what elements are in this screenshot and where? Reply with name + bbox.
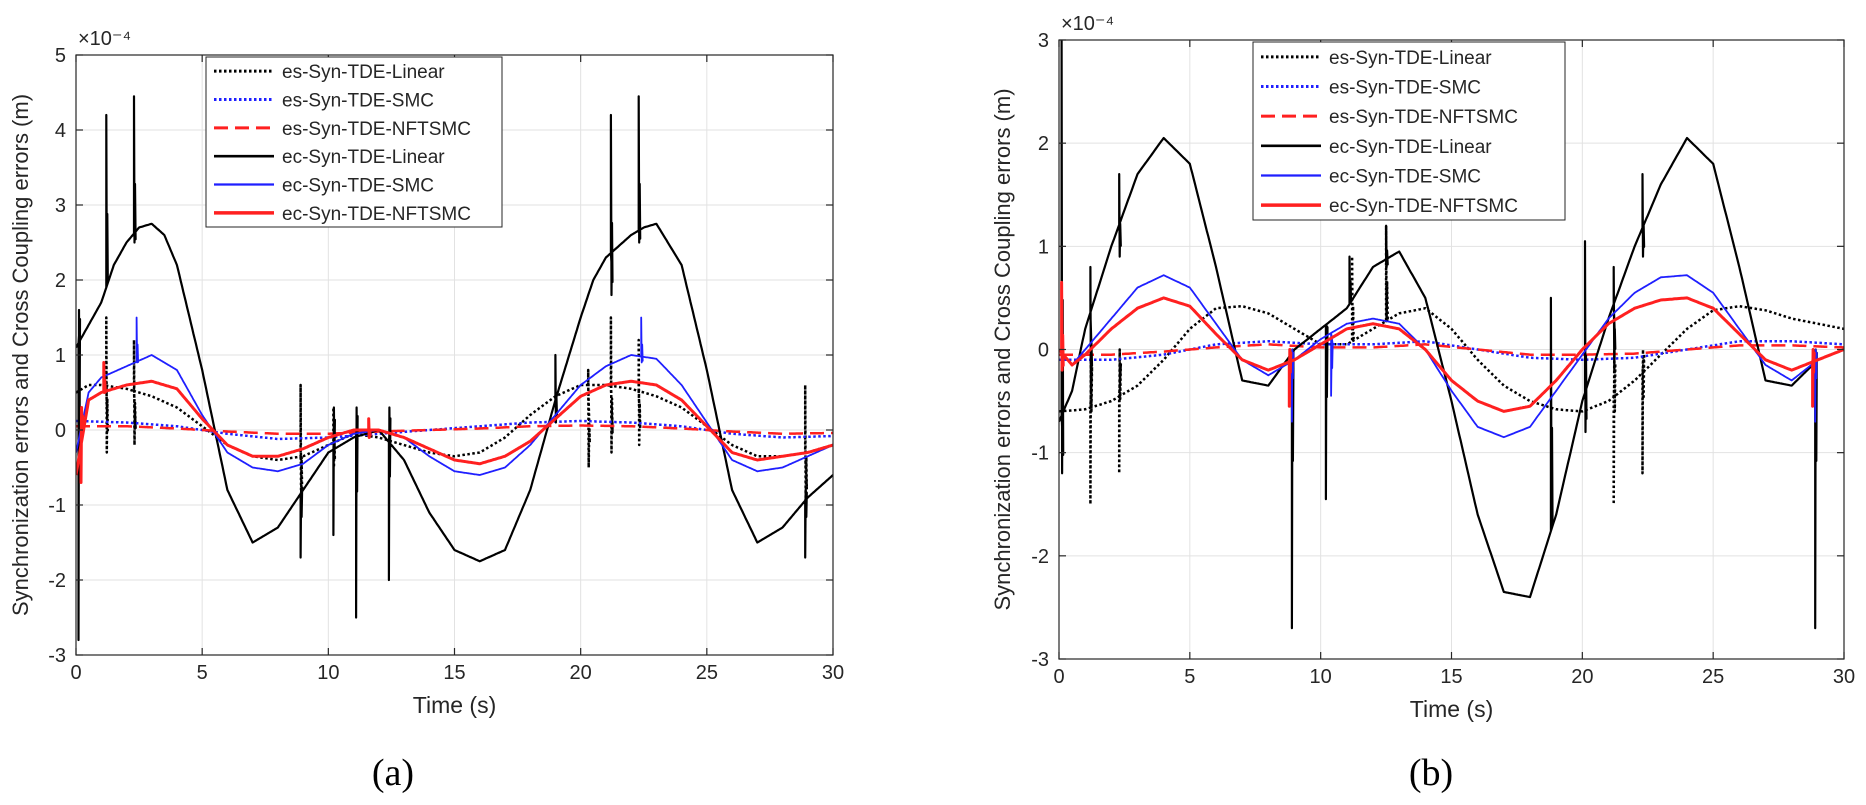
legend-entry: ec-Syn-TDE-SMC: [282, 176, 434, 197]
panel-label-b: (b): [1409, 752, 1453, 794]
legend-entry: es-Syn-TDE-Linear: [282, 62, 445, 83]
series-group: [76, 95, 833, 642]
y-tick-label: 0: [1038, 340, 1049, 362]
y-tick-label: -1: [1031, 443, 1049, 465]
legend-entry: ec-Syn-TDE-SMC: [1329, 167, 1481, 188]
x-tick-label: 10: [317, 662, 339, 684]
y-tick-label: 1: [1038, 236, 1049, 258]
y-tick-label: 3: [55, 195, 66, 217]
y-axis-label: Synchronization errors and Cross Couplin…: [8, 94, 33, 616]
x-tick-label: 15: [1440, 666, 1462, 688]
y-tick-label: 2: [55, 270, 66, 292]
legend-entry: ec-Syn-TDE-NFTSMC: [282, 204, 471, 225]
series-group: [1059, 40, 1844, 630]
legend-entry: es-Syn-TDE-NFTSMC: [282, 119, 471, 140]
x-tick-label: 0: [70, 662, 81, 684]
y-tick-label: 4: [55, 120, 66, 142]
x-tick-label: 15: [443, 662, 465, 684]
legend-entry: es-Syn-TDE-SMC: [282, 91, 434, 112]
legend-entry: ec-Syn-TDE-NFTSMC: [1329, 196, 1518, 217]
exponent-label: ×10⁻⁴: [1061, 13, 1114, 35]
x-tick-label: 5: [1184, 666, 1195, 688]
chart-panel-a: 0 5 10 15 20 25 30 -3 -2 -1 0 1 2 3 4 5 ×10⁻⁴ Time (s) Syn…: [8, 28, 844, 718]
legend-entry: es-Syn-TDE-NFTSMC: [1329, 107, 1518, 128]
legend: es-Syn-TDE-Linear es-Syn-TDE-SMC es-Syn-TD…: [205, 56, 503, 228]
x-tick-label: 0: [1053, 666, 1064, 688]
x-tick-label: 5: [197, 662, 208, 684]
legend-entry: es-Syn-TDE-Linear: [1329, 48, 1492, 69]
x-tick-label: 25: [1702, 666, 1724, 688]
x-axis-label: Time (s): [1410, 696, 1493, 722]
exponent-label: ×10⁻⁴: [78, 28, 131, 50]
x-tick-label: 20: [570, 662, 592, 684]
x-tick-label: 10: [1310, 666, 1332, 688]
x-tick-label: 20: [1571, 666, 1593, 688]
y-tick-label: 5: [55, 45, 66, 67]
y-tick-label: 1: [55, 345, 66, 367]
legend: es-Syn-TDE-Linear es-Syn-TDE-SMC es-Syn-TD…: [1252, 41, 1566, 221]
series-line-ec-syn-tde-linear: [76, 95, 833, 642]
y-tick-label: 3: [1038, 30, 1049, 52]
series-line-es-syn-tde-nftsmc: [76, 424, 833, 436]
x-tick-label: 30: [822, 662, 844, 684]
legend-entry: es-Syn-TDE-SMC: [1329, 78, 1481, 99]
x-axis-label: Time (s): [413, 692, 496, 718]
y-tick-label: -2: [48, 570, 66, 592]
y-tick-label: -1: [48, 495, 66, 517]
panel-label-a: (a): [372, 752, 414, 794]
series-line-es-syn-tde-linear: [1059, 224, 1844, 506]
legend-box: [1252, 41, 1566, 221]
legend-box: [205, 56, 503, 228]
y-tick-label: -2: [1031, 546, 1049, 568]
series-line-es-syn-tde-nftsmc: [1059, 343, 1844, 356]
series-line-ec-syn-tde-linear: [1059, 40, 1844, 630]
series-line-ec-syn-tde-nftsmc: [1059, 280, 1844, 413]
y-tick-label: 0: [55, 420, 66, 442]
y-tick-label: -3: [1031, 649, 1049, 671]
series-line-ec-syn-tde-nftsmc: [76, 361, 833, 484]
x-tick-label: 30: [1833, 666, 1855, 688]
series-line-ec-syn-tde-smc: [1059, 274, 1844, 439]
y-tick-label: -3: [48, 645, 66, 667]
legend-entry: ec-Syn-TDE-Linear: [282, 147, 445, 168]
y-tick-label: 2: [1038, 133, 1049, 155]
y-axis-label: Synchronization errors and Cross Couplin…: [990, 88, 1015, 610]
x-tick-label: 25: [696, 662, 718, 684]
legend-entry: ec-Syn-TDE-Linear: [1329, 137, 1492, 158]
series-line-ec-syn-tde-smc: [76, 316, 833, 476]
chart-panel-b: 0 5 10 15 20 25 30 -3 -2 -1 0 1 2 3 ×10⁻⁴ Time (s) Synch…: [990, 13, 1855, 722]
